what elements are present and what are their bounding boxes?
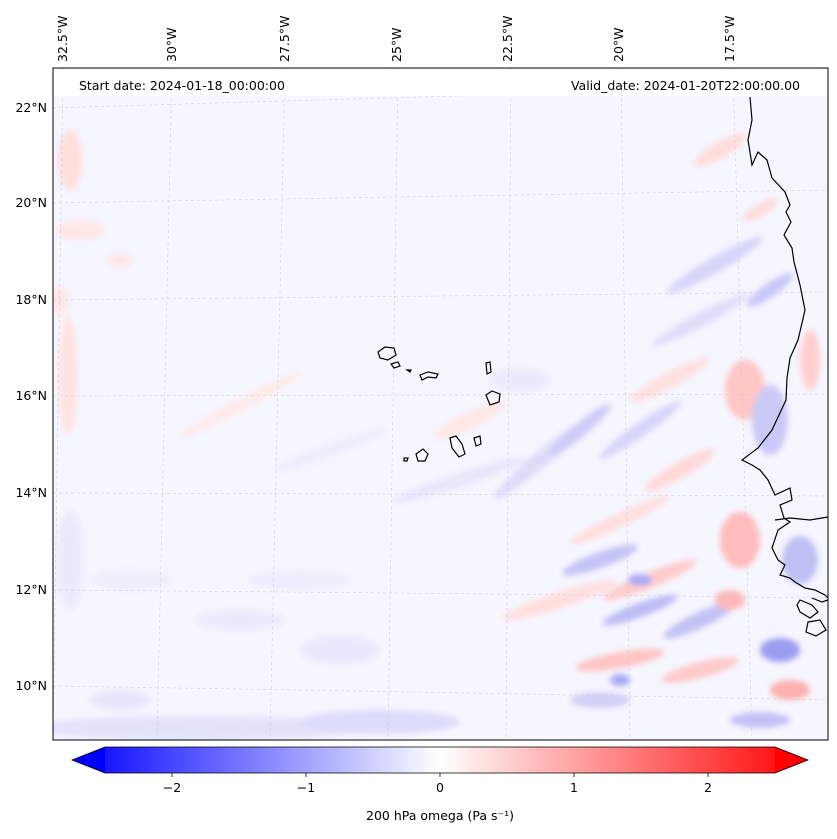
colorbar-tick-label: 1: [570, 780, 578, 795]
colorbar-label: 200 hPa omega (Pa s⁻¹): [366, 808, 514, 823]
lon-label: 32.5°W: [55, 16, 70, 62]
lat-label: 18°N: [15, 292, 47, 307]
island-maio: [473, 435, 482, 447]
colorbar-max-arrow: [775, 747, 808, 773]
colorbar-outline: [70, 746, 810, 774]
island-sao-nicolau: [419, 371, 439, 381]
longitude-labels: 32.5°W 30°W 27.5°W 25°W 22.5°W 20°W 17.5…: [55, 16, 737, 62]
island-sal: [485, 361, 492, 375]
map-border: [52, 67, 829, 741]
latitude-labels: 22°N 20°N 18°N 16°N 14°N 12°N 10°N: [15, 100, 47, 693]
header-strip: [53, 70, 828, 96]
lat-label: 14°N: [15, 485, 47, 500]
island-santiago: [449, 435, 466, 458]
island-sao-vicente: [389, 361, 401, 369]
colorbar-ticks: −2 −1 0 1 2: [163, 773, 712, 795]
lat-label: 10°N: [15, 678, 47, 693]
colorbar-tick-label: −1: [297, 780, 315, 795]
colorbar-tick-label: −2: [163, 780, 181, 795]
lon-label: 25°W: [389, 27, 404, 62]
omega-background: [53, 68, 828, 740]
lat-label: 22°N: [15, 100, 47, 115]
lon-label: 30°W: [164, 27, 179, 62]
island-brava: [403, 457, 409, 462]
colorbar-min-arrow: [72, 747, 105, 773]
omega-field: [53, 130, 820, 740]
gridlines: [53, 68, 828, 740]
colorbar-tick-label: 0: [436, 780, 444, 795]
colorbar-body: [72, 747, 808, 773]
coastline-africa: [740, 96, 828, 599]
start-date-label: Start date: 2024-01-18_00:00:00: [79, 78, 285, 93]
colorbar: −2 −1 0 1 2 200 hPa omega (Pa s⁻¹): [70, 746, 810, 823]
lon-label: 17.5°W: [722, 16, 737, 62]
lat-label: 20°N: [15, 195, 47, 210]
valid-date-label: Valid_date: 2024-01-20T22:00:00.00: [571, 78, 800, 93]
island-santa-luzia: [405, 369, 412, 373]
lon-label: 22.5°W: [500, 16, 515, 62]
colorbar-tick-label: 2: [704, 780, 712, 795]
coastline-gambia: [774, 516, 828, 521]
island-santo-antao: [377, 346, 397, 361]
coastline-guinea: [796, 597, 828, 637]
map-panel: [53, 68, 828, 740]
cape-verde-islands: [377, 346, 501, 462]
lat-label: 12°N: [15, 582, 47, 597]
lon-label: 20°W: [611, 27, 626, 62]
lon-label: 27.5°W: [277, 16, 292, 62]
lat-label: 16°N: [15, 388, 47, 403]
island-boa-vista: [485, 390, 501, 406]
island-fogo: [415, 448, 429, 462]
